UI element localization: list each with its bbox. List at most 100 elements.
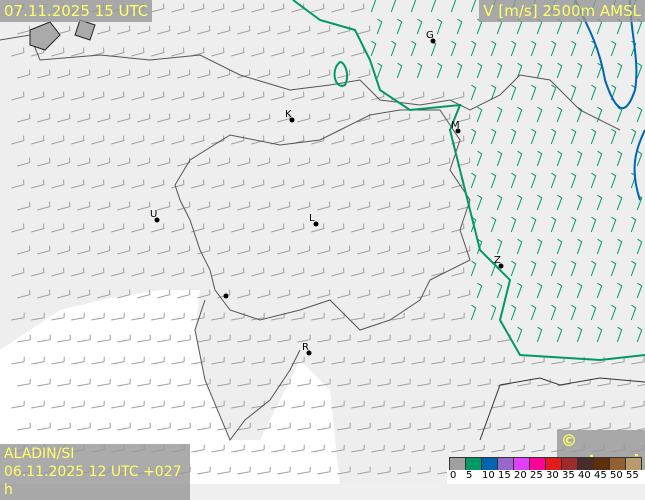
wind-barb	[91, 135, 105, 145]
wind-barb	[536, 150, 543, 167]
wind-barb	[457, 289, 471, 299]
wind-barb	[131, 267, 145, 277]
wind-barb	[151, 91, 165, 101]
wind-barb	[331, 444, 345, 453]
wind-barb	[37, 157, 51, 167]
wind-barb	[510, 304, 517, 321]
wind-barb	[77, 113, 91, 123]
wind-barb	[550, 172, 557, 189]
wind-barb	[97, 69, 111, 79]
wind-barb	[470, 0, 477, 13]
wind-barb	[490, 304, 497, 321]
wind-barb	[357, 245, 371, 255]
wind-barb	[570, 128, 577, 145]
model-run-label: ALADIN/SI 06.11.2025 12 UTC +027 h	[0, 444, 190, 500]
wind-barb	[370, 0, 377, 13]
wind-barb	[277, 113, 291, 123]
wind-barb	[590, 128, 597, 145]
wind-barb	[131, 400, 145, 409]
wind-barb	[536, 282, 543, 299]
wind-barb	[151, 356, 165, 365]
legend-swatch	[514, 458, 530, 470]
wind-barb	[317, 245, 331, 255]
wind-barb	[57, 201, 71, 211]
wind-barb	[197, 466, 211, 475]
wind-barb	[117, 157, 131, 167]
wind-barb	[597, 378, 611, 387]
wind-barb	[177, 289, 191, 299]
wind-barb	[510, 260, 517, 277]
country-borders	[0, 34, 621, 441]
wind-barb	[137, 378, 151, 387]
wind-barb	[97, 201, 111, 211]
wind-barb	[616, 282, 623, 299]
wind-barb	[590, 172, 597, 189]
wind-barb	[177, 157, 191, 167]
wind-barb	[556, 150, 563, 167]
wind-barb	[337, 334, 351, 343]
wind-barb	[596, 326, 603, 343]
wind-barb	[436, 18, 443, 35]
wind-barb	[457, 113, 471, 123]
wind-barb	[416, 18, 423, 35]
wind-barb	[337, 69, 351, 79]
wind-barb	[516, 150, 523, 167]
wind-barb	[417, 378, 431, 387]
wind-barb	[217, 113, 231, 123]
wind-barb	[311, 47, 325, 57]
wind-barb	[570, 84, 577, 101]
wind-barb	[491, 356, 505, 365]
wind-barb	[17, 157, 31, 167]
wind-barb	[171, 400, 185, 409]
wind-barb	[471, 444, 485, 453]
wind-barb	[331, 356, 345, 365]
wind-barb	[556, 194, 563, 211]
wind-barb	[371, 267, 385, 277]
wind-barb	[251, 444, 265, 453]
wind-barb	[251, 312, 265, 321]
wind-barb	[291, 267, 305, 277]
city-dot	[498, 263, 504, 269]
wind-barb	[397, 289, 411, 299]
wind-barb	[530, 128, 537, 145]
wind-barb	[251, 400, 265, 409]
wind-barb	[237, 422, 251, 431]
wind-barb	[510, 128, 517, 145]
wind-barb	[51, 312, 65, 321]
legend-swatch	[578, 458, 594, 470]
wind-barb	[157, 245, 171, 255]
wind-barb	[570, 40, 577, 57]
wind-barb	[396, 62, 403, 79]
wind-barb	[111, 267, 125, 277]
wind-barb	[576, 238, 583, 255]
legend-tick: 5	[466, 470, 473, 481]
wind-barb	[97, 334, 111, 343]
wind-barb	[511, 444, 525, 453]
wind-barb	[11, 47, 25, 57]
wind-barb	[217, 69, 231, 79]
wind-barb	[71, 135, 85, 145]
wind-barb	[550, 216, 557, 233]
wind-barb	[576, 150, 583, 167]
wind-barb	[71, 179, 85, 189]
wind-barb	[457, 422, 471, 431]
wind-barb	[271, 3, 285, 13]
wind-barb	[397, 466, 411, 475]
wind-barb	[550, 84, 557, 101]
wind-barb	[71, 400, 85, 409]
wind-barb	[570, 172, 577, 189]
wind-barb	[211, 47, 225, 57]
city-dot	[306, 350, 312, 356]
wind-barb	[191, 3, 205, 13]
wind-barb	[311, 400, 325, 409]
wind-barb	[117, 113, 131, 123]
wind-barb	[17, 69, 31, 79]
wind-barb	[237, 25, 251, 35]
wind-barb	[77, 157, 91, 167]
wind-barb	[391, 400, 405, 409]
wind-barb	[11, 179, 25, 189]
wind-barb	[337, 245, 351, 255]
legend-tick: 10	[482, 470, 495, 481]
wind-barb	[251, 135, 265, 145]
legend-swatch	[466, 458, 482, 470]
